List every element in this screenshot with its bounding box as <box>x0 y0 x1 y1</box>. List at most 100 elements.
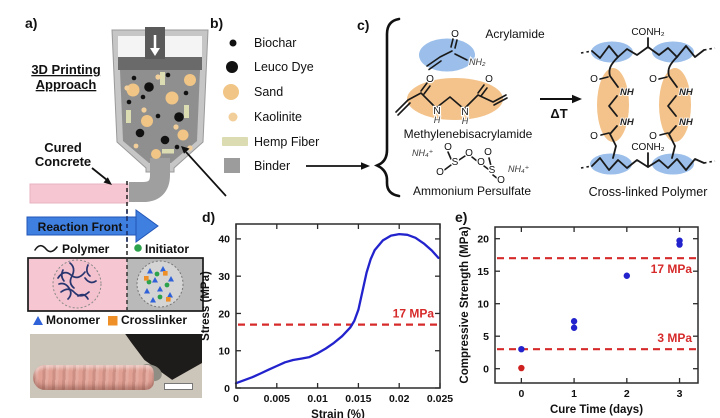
aps-o4: O <box>497 175 505 186</box>
legend-label-biochar: Biochar <box>254 36 296 50</box>
aps-nh4-right: NH₄⁺ <box>508 164 530 174</box>
cured-concrete-arrow-icon <box>91 167 112 185</box>
xl-nh-tr: NH <box>679 87 694 98</box>
mba-h-left: H <box>434 115 441 125</box>
printed-filament-photo <box>30 334 202 398</box>
mba-o-left: O <box>426 74 434 85</box>
kaolinite-dot-icon <box>228 112 238 122</box>
uncured-microstructure-circle <box>136 260 184 308</box>
aps-s2: S <box>489 165 496 176</box>
legend-label-binder: Binder <box>254 159 290 173</box>
svg-text:20: 20 <box>218 308 230 320</box>
acrylamide-nh2: NH₂ <box>469 57 486 67</box>
aps-o1: O <box>444 142 452 153</box>
legend-label-hemp-fiber: Hemp Fiber <box>254 135 319 149</box>
nozzle-tube <box>129 158 170 202</box>
svg-text:Cure Time (days): Cure Time (days) <box>550 404 643 416</box>
aps-o2: O <box>436 167 444 178</box>
initiator-label: Initiator <box>145 242 189 256</box>
polymer-squiggle-icon <box>34 244 58 253</box>
panel-a-label: a) <box>25 15 37 31</box>
svg-text:10: 10 <box>218 346 230 358</box>
mba-label: Methylenebisacrylamide <box>404 127 533 141</box>
svg-text:0.005: 0.005 <box>264 393 290 405</box>
stress-strain-chart: 17 MPa 0 0.005 0.01 0.015 0.02 0.025 0 10 20 30 40 S… <box>200 223 453 418</box>
svg-text:1: 1 <box>571 388 577 400</box>
sand-dot-icon <box>223 84 239 100</box>
biochar-dot-icon <box>229 39 237 47</box>
aps-s1: S <box>452 157 459 168</box>
delta-t-label: ΔT <box>550 106 567 121</box>
panel-b-label: b) <box>210 15 223 31</box>
delta-t-arrow-icon <box>540 94 582 104</box>
acrylamide-o: O <box>451 29 459 40</box>
crosslinked-polymer-label: Cross-linked Polymer <box>589 185 708 199</box>
initiator-dot-icon <box>134 244 142 252</box>
top-conh2: CONH₂ <box>631 27 664 38</box>
cured-concrete-label-line1: Cured <box>44 140 82 155</box>
xl-nh-tl: NH <box>620 87 635 98</box>
mba-structure: O O N H N H <box>395 73 508 127</box>
mba-n-right: N <box>461 107 468 118</box>
xl-o-bl: O <box>590 131 598 142</box>
cure-state-box <box>27 257 204 312</box>
slurry-particles <box>124 72 196 159</box>
acrylamide-structure: O NH₂ <box>419 28 487 72</box>
svg-text:15: 15 <box>477 266 489 278</box>
aps-o-bridge1: O <box>465 148 473 159</box>
svg-text:3 MPa: 3 MPa <box>657 331 692 345</box>
svg-text:0: 0 <box>233 393 239 405</box>
svg-text:20: 20 <box>477 234 489 246</box>
panel-d-label: d) <box>202 209 215 225</box>
xl-o-tl: O <box>590 74 598 85</box>
binder-square-icon <box>224 158 240 173</box>
svg-text:3: 3 <box>677 388 683 400</box>
svg-text:0: 0 <box>224 383 230 395</box>
materials-legend: Biochar Leuco Dye Sand Kaolinite Hemp Fi… <box>181 36 370 197</box>
svg-text:0.02: 0.02 <box>389 393 410 405</box>
extruded-filament-in-photo <box>33 364 154 391</box>
acrylamide-label: Acrylamide <box>485 27 545 41</box>
crosslinked-polymer-structure: CONH₂ O O NH NH O O NH NH CONH₂ <box>580 26 716 175</box>
mba-h-right: H <box>462 116 469 126</box>
reaction-front-arrow: Reaction Front <box>26 209 159 243</box>
printer-hopper <box>111 27 209 202</box>
svg-text:0: 0 <box>483 364 489 376</box>
monomer-triangle-icon <box>33 316 43 325</box>
binder-to-hopper-arrow-icon <box>181 146 227 197</box>
polymer-label: Polymer <box>62 242 110 256</box>
svg-text:0.015: 0.015 <box>345 393 371 405</box>
panel-c-label: c) <box>357 17 369 33</box>
aps-label: Ammonium Persulfate <box>413 184 531 198</box>
mid-conh2: CONH₂ <box>631 142 664 153</box>
scale-bar <box>164 383 194 391</box>
leuco-dye-dot-icon <box>226 61 238 73</box>
aps-structure: NH₄⁺ O O S O O S O O NH₄⁺ <box>411 141 531 188</box>
svg-text:Strain (%): Strain (%) <box>311 409 365 418</box>
reaction-front-text: Reaction Front <box>38 220 123 234</box>
binder-components-brace <box>373 17 401 198</box>
binder-to-brace-arrow-icon <box>306 162 370 170</box>
svg-text:10: 10 <box>477 299 489 311</box>
svg-text:17 MPa: 17 MPa <box>651 262 693 276</box>
legend-label-leuco-dye: Leuco Dye <box>254 60 314 74</box>
xl-nh-bl: NH <box>620 117 635 128</box>
mba-o-right: O <box>485 74 493 85</box>
xl-o-br: O <box>649 131 657 142</box>
polymer-network <box>57 262 97 300</box>
xl-o-tr: O <box>649 74 657 85</box>
approach-title-line2: Approach <box>36 77 97 92</box>
plunger-down-arrow-icon <box>150 35 160 56</box>
aps-o3: O <box>484 147 492 158</box>
svg-text:0.01: 0.01 <box>307 393 328 405</box>
legend-label-sand: Sand <box>254 85 283 99</box>
xl-nh-br: NH <box>679 117 694 128</box>
svg-text:2: 2 <box>624 388 630 400</box>
monomer-crosslinker-mix <box>144 266 174 303</box>
svg-text:Stress (MPa): Stress (MPa) <box>200 271 212 341</box>
svg-text:5: 5 <box>483 331 489 343</box>
panel-e-label: e) <box>455 209 467 225</box>
monomer-label: Monomer <box>46 313 100 327</box>
svg-text:40: 40 <box>218 234 230 246</box>
